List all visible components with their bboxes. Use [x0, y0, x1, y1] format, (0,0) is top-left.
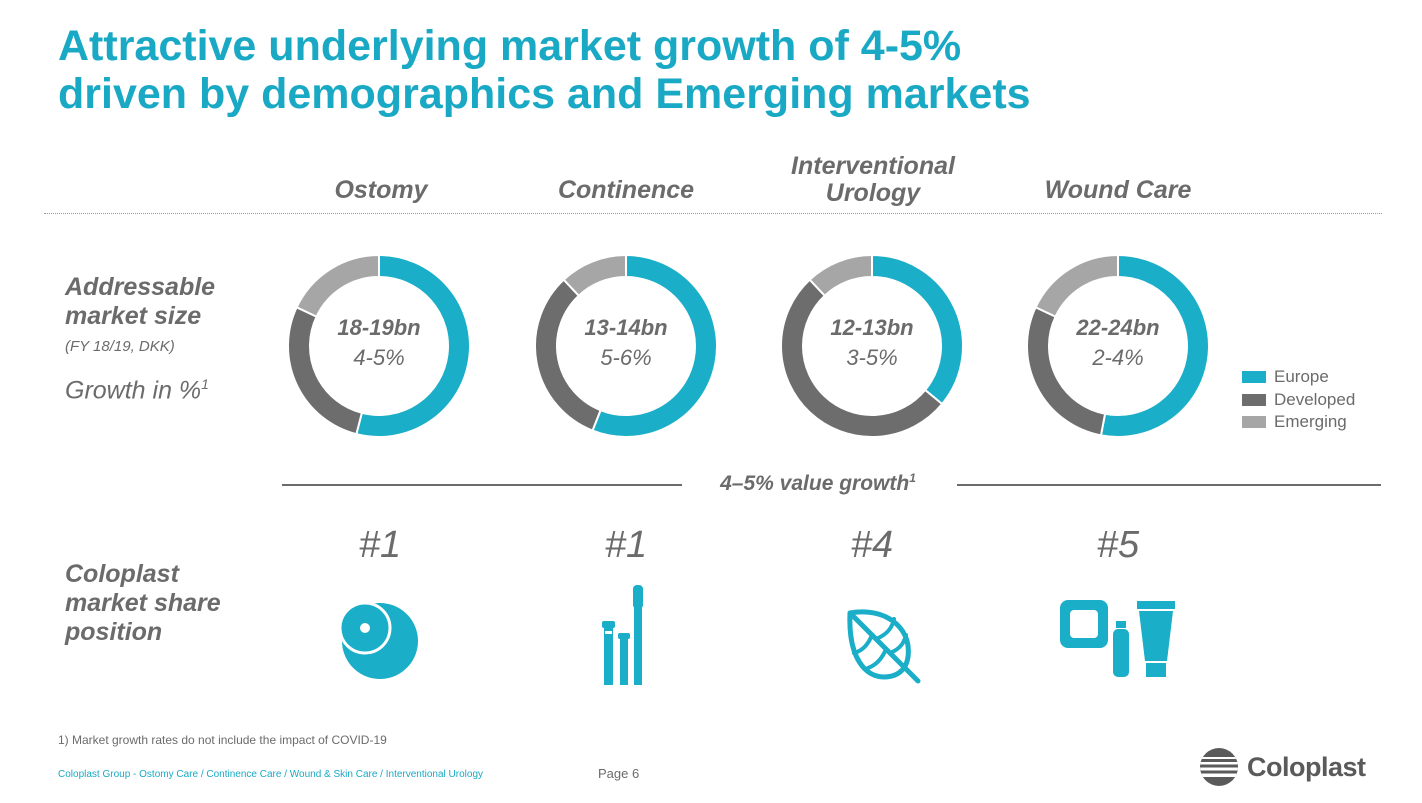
donut-slice-europe: [1099, 255, 1209, 437]
donut-slice-developed: [781, 278, 944, 437]
donut-slice-emerging: [1034, 255, 1119, 318]
legend-swatch-developed: [1242, 393, 1266, 406]
market-size-label: 13-14bn: [584, 315, 668, 340]
slide-title: Attractive underlying market growth of 4…: [58, 22, 1258, 118]
column-header-ostomy: Ostomy: [334, 176, 428, 204]
rank-ostomy: #1: [358, 524, 402, 566]
value-growth-label: 4–5% value growth1: [720, 471, 916, 495]
leaf-icon: [842, 605, 922, 690]
donut-slice-emerging: [562, 255, 627, 298]
market-size-label: 18-19bn: [337, 315, 421, 340]
coloplast-logo: Coloplast: [1199, 747, 1366, 787]
growth-rate-label: 2-4%: [1092, 345, 1144, 370]
rank-interventional-urology: #4: [850, 524, 894, 566]
legend-item-europe: Europe: [1242, 366, 1355, 389]
addressable-market-note: (FY 18/19, DKK): [65, 338, 175, 355]
wound-care-products-icon: [1059, 599, 1179, 684]
value-growth-line-right: [957, 484, 1381, 486]
slide-title-line-1: Attractive underlying market growth of 4…: [58, 22, 962, 70]
rank-wound-care: #5: [1096, 524, 1140, 566]
column-header-wound-care: Wound Care: [1044, 176, 1192, 204]
legend-swatch-europe: [1242, 371, 1266, 384]
growth-rate-label: 4-5%: [353, 345, 405, 370]
donut-chart-continence: 13-14bn 5-6%: [535, 255, 717, 437]
growth-rate-label: 3-5%: [846, 345, 898, 370]
market-size-label: 22-24bn: [1076, 315, 1160, 340]
ostomy-bag-icon: [334, 597, 424, 690]
column-header-interventional-urology: Interventional Urology: [791, 152, 955, 207]
footer-path: Coloplast Group - Ostomy Care / Continen…: [58, 769, 484, 780]
coloplast-logo-text: Coloplast: [1247, 751, 1366, 782]
donut-slice-emerging: [808, 255, 873, 298]
market-share-label: Coloplast market share position: [65, 560, 221, 646]
column-header-continence: Continence: [557, 176, 695, 204]
chart-legend: Europe Developed Emerging: [1242, 366, 1355, 434]
donut-chart-ostomy: 18-19bn 4-5%: [288, 255, 470, 437]
footnote: 1) Market growth rates do not include th…: [58, 733, 387, 747]
addressable-market-label: Addressable market size: [65, 273, 216, 330]
donut-slice-europe: [591, 255, 717, 437]
legend-swatch-emerging: [1242, 416, 1266, 429]
legend-item-developed: Developed: [1242, 389, 1355, 412]
legend-item-emerging: Emerging: [1242, 411, 1355, 434]
donut-chart-wound-care: 22-24bn 2-4%: [1027, 255, 1209, 437]
donut-chart-interventional-urology: 12-13bn 3-5%: [781, 255, 963, 437]
value-growth-line-left: [282, 484, 682, 486]
growth-rate-label: 5-6%: [600, 345, 652, 370]
growth-label: Growth in %1: [65, 376, 209, 405]
header-divider: [44, 213, 1382, 214]
slide-title-line-2: driven by demographics and Emerging mark…: [58, 70, 1031, 118]
page-number: Page 6: [598, 766, 640, 781]
donut-slice-emerging: [295, 255, 380, 318]
catheter-icon: [600, 583, 652, 694]
donut-slice-europe: [355, 255, 470, 437]
market-size-label: 12-13bn: [830, 315, 914, 340]
coloplast-logo-mark-icon: [1200, 748, 1238, 786]
rank-continence: #1: [604, 524, 648, 566]
